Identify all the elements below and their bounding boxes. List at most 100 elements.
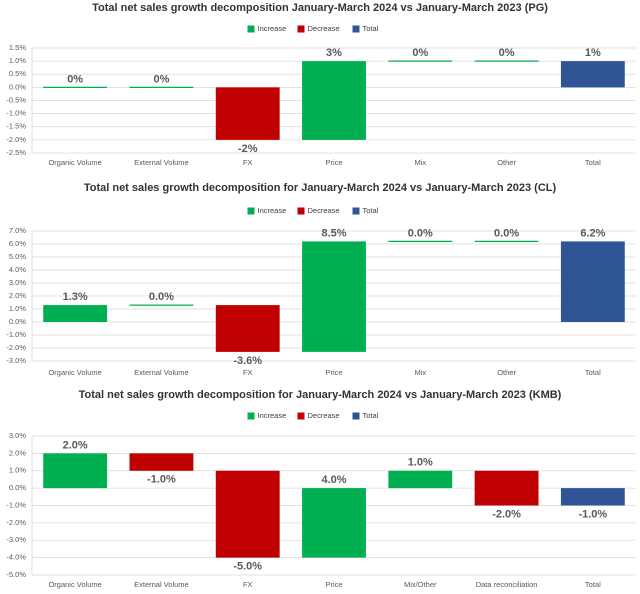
y-tick-label: -1.0% — [6, 500, 26, 509]
x-tick-label: External Volume — [134, 158, 189, 167]
legend-swatch — [297, 207, 305, 215]
x-tick-label: Mix — [414, 158, 426, 167]
bar — [215, 470, 280, 558]
y-tick-label: 4.0% — [9, 265, 26, 274]
legend-swatch — [247, 412, 255, 420]
chart-title: Total net sales growth decomposition Jan… — [92, 2, 548, 14]
legend-label: Total — [363, 24, 379, 33]
y-tick-label: 0.5% — [9, 69, 26, 78]
y-tick-label: 6.0% — [9, 239, 26, 248]
value-label: 2.0% — [63, 439, 88, 451]
y-tick-label: -3.0% — [6, 356, 26, 365]
value-label: 0% — [412, 47, 428, 59]
value-label: 8.5% — [321, 227, 346, 239]
bar — [302, 241, 366, 352]
y-tick-label: 3.0% — [9, 431, 26, 440]
legend-label: Decrease — [308, 206, 340, 215]
legend-label: Increase — [258, 24, 287, 33]
legend-label: Total — [363, 206, 379, 215]
x-tick-label: External Volume — [134, 368, 189, 377]
x-tick-label: Total — [585, 158, 601, 167]
value-label: -1.0% — [578, 508, 607, 520]
value-label: -2.0% — [492, 508, 521, 520]
y-tick-label: 7.0% — [9, 226, 26, 235]
y-tick-label: -1.0% — [6, 109, 26, 118]
legend-swatch — [297, 412, 305, 420]
value-label: 0% — [153, 73, 169, 85]
legend-swatch — [247, 207, 255, 215]
bar — [129, 453, 194, 471]
x-tick-label: FX — [243, 580, 253, 589]
value-label: 6.2% — [580, 227, 605, 239]
legend-label: Total — [363, 411, 379, 420]
bar — [43, 305, 108, 322]
legend-swatch — [247, 25, 255, 33]
legend-label: Increase — [258, 206, 287, 215]
y-tick-label: 5.0% — [9, 252, 26, 261]
y-tick-label: -2.0% — [6, 518, 26, 527]
value-label: -2% — [238, 143, 258, 155]
y-tick-label: -1.0% — [6, 330, 26, 339]
bar — [560, 61, 625, 88]
legend-swatch — [352, 207, 360, 215]
x-tick-label: Price — [325, 158, 342, 167]
y-tick-label: -1.5% — [6, 122, 26, 131]
y-tick-label: 0.0% — [9, 317, 26, 326]
value-label: 0% — [67, 73, 83, 85]
value-label: 0.0% — [408, 227, 433, 239]
chart-title: Total net sales growth decomposition for… — [79, 389, 562, 401]
y-tick-label: -4.0% — [6, 553, 26, 562]
bar — [474, 470, 539, 506]
legend-swatch — [352, 25, 360, 33]
bar — [388, 470, 453, 489]
value-label: 0.0% — [149, 291, 174, 303]
legend-swatch — [352, 412, 360, 420]
x-tick-label: Mix/Other — [404, 580, 437, 589]
value-label: 1% — [585, 47, 601, 59]
y-tick-label: 1.0% — [9, 56, 26, 65]
x-tick-label: Other — [497, 368, 516, 377]
y-tick-label: 2.0% — [9, 448, 26, 457]
y-tick-label: 3.0% — [9, 278, 26, 287]
value-label: 0.0% — [494, 227, 519, 239]
y-tick-label: -3.0% — [6, 535, 26, 544]
value-label: 1.3% — [63, 291, 88, 303]
y-tick-label: 0.0% — [9, 82, 26, 91]
bar — [560, 241, 625, 322]
bar — [302, 61, 366, 140]
chart-title: Total net sales growth decomposition for… — [84, 182, 557, 194]
bar — [43, 453, 108, 489]
x-tick-label: Price — [325, 368, 342, 377]
x-tick-label: External Volume — [134, 580, 189, 589]
bar — [302, 488, 366, 558]
x-tick-label: Total — [585, 368, 601, 377]
x-tick-label: Organic Volume — [48, 158, 101, 167]
bar — [560, 488, 625, 506]
legend-label: Decrease — [308, 411, 340, 420]
x-tick-label: Organic Volume — [48, 368, 101, 377]
y-tick-label: 1.5% — [9, 43, 26, 52]
value-label: 1.0% — [408, 457, 433, 469]
y-tick-label: -2.5% — [6, 148, 26, 157]
y-tick-label: -5.0% — [6, 570, 26, 579]
x-tick-label: Data reconciliation — [476, 580, 538, 589]
y-tick-label: -2.0% — [6, 343, 26, 352]
value-label: -3.6% — [233, 355, 262, 367]
y-tick-label: 1.0% — [9, 466, 26, 475]
value-label: 3% — [326, 47, 342, 59]
legend-swatch — [297, 25, 305, 33]
x-tick-label: Organic Volume — [48, 580, 101, 589]
x-tick-label: FX — [243, 158, 253, 167]
y-tick-label: -2.0% — [6, 135, 26, 144]
legend-label: Increase — [258, 411, 287, 420]
x-tick-label: Other — [497, 158, 516, 167]
bar — [215, 87, 280, 140]
value-label: 4.0% — [321, 474, 346, 486]
value-label: 0% — [499, 47, 515, 59]
y-tick-label: 0.0% — [9, 483, 26, 492]
x-tick-label: Price — [325, 580, 342, 589]
legend-label: Decrease — [308, 24, 340, 33]
y-tick-label: -0.5% — [6, 95, 26, 104]
x-tick-label: Total — [585, 580, 601, 589]
